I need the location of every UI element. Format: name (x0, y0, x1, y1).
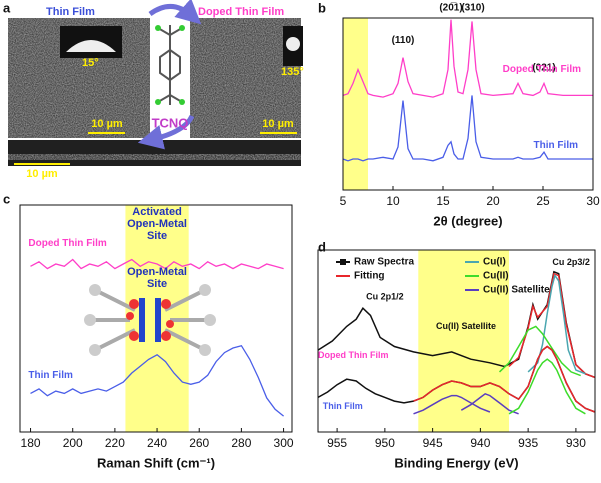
label: Doped Thin Film (198, 6, 284, 18)
panel-a: a Thin Film Doped Thin Film 15° 135° TCN… (3, 0, 304, 180)
annotation: Cu 2p1/2 (366, 292, 404, 302)
x-tick-label: 930 (566, 436, 586, 450)
band-label: Open-Metal (127, 218, 187, 230)
annotation: Doped Thin Film (503, 64, 581, 75)
x-tick-label: 15 (436, 194, 450, 208)
x-tick-label: 30 (586, 194, 600, 208)
scale-label: 10 µm (262, 118, 294, 130)
x-tick-label: 5 (340, 194, 347, 208)
series-line (527, 273, 586, 375)
x-tick-label: 280 (231, 436, 251, 450)
annotation: (021) (532, 63, 555, 74)
angle-label: 135° (281, 66, 304, 78)
series-line (30, 258, 284, 270)
series-line (413, 345, 596, 413)
annotation: Doped Thin Film (28, 238, 106, 249)
highlight-band (343, 18, 368, 190)
plot-frame (342, 17, 594, 191)
arrow (137, 114, 195, 150)
scale-label: 10 µm (26, 168, 58, 180)
highlight-band (418, 250, 510, 432)
plot-frame (317, 249, 596, 433)
droplet (286, 37, 300, 51)
annotation: Cu 2p3/2 (552, 257, 590, 267)
panel-letter: c (3, 191, 10, 206)
legend-label: Cu(II) (483, 271, 509, 282)
x-tick-label: 20 (486, 194, 500, 208)
mof-inset (84, 284, 216, 356)
series-line (508, 358, 586, 415)
scale-label: 10 µm (91, 118, 123, 130)
legend-label: Raw Spectra (354, 257, 414, 268)
legend-label: Cu(I) (483, 257, 506, 268)
x-axis-label: 2θ (degree) (433, 213, 502, 228)
legend-label: Cu(II) Satellite (483, 285, 550, 296)
series-line (342, 95, 593, 162)
x-tick-label: 260 (189, 436, 209, 450)
sem-cross-section (8, 140, 301, 166)
annotation: (110) (392, 35, 415, 46)
x-tick-label: 200 (63, 436, 83, 450)
annotation: Thin Film (323, 401, 363, 411)
panel-letter: b (318, 0, 326, 15)
x-tick-label: 240 (147, 436, 167, 450)
annotation: (20̅1) (439, 1, 462, 13)
panel-letter: a (3, 0, 11, 15)
series-line (498, 325, 581, 377)
series-line (460, 392, 519, 415)
atoms (155, 25, 185, 105)
panel-letter: d (318, 239, 326, 254)
x-tick-label: 950 (375, 436, 395, 450)
series-line (317, 270, 596, 379)
band-label: Site (147, 230, 167, 242)
sem-texture (190, 18, 301, 138)
legend-marker (340, 259, 346, 265)
molecule-label: TCNQ (152, 115, 189, 130)
x-tick-label: 180 (21, 436, 41, 450)
plot-frame (19, 204, 293, 433)
inset-label: Site (147, 278, 167, 290)
tcnq-molecule (157, 25, 183, 105)
x-axis-label: Raman Shift (cm⁻¹) (97, 455, 215, 470)
x-tick-label: 300 (274, 436, 294, 450)
annotation: (310) (461, 2, 484, 13)
series-line (413, 394, 491, 415)
x-tick-label: 25 (536, 194, 550, 208)
x-tick-label: 945 (423, 436, 443, 450)
annotation: Thin Film (28, 370, 73, 381)
x-axis-label: Binding Energy (eV) (394, 455, 518, 470)
annotation: Thin Film (534, 140, 579, 151)
legend-label: Fitting (354, 271, 385, 282)
series-line (30, 344, 285, 417)
arrow (148, 0, 202, 25)
film-layer (8, 154, 301, 160)
inset-label: Open-Metal (127, 266, 187, 278)
droplet (66, 40, 116, 52)
annotation: Doped Thin Film (318, 350, 389, 360)
x-tick-label: 935 (518, 436, 538, 450)
angle-label: 15° (82, 57, 99, 69)
x-tick-label: 10 (386, 194, 400, 208)
label: Thin Film (46, 6, 95, 18)
annotation: Cu(II) Satellite (436, 321, 496, 331)
x-tick-label: 220 (105, 436, 125, 450)
band-label: Activated (132, 206, 182, 218)
x-tick-label: 940 (470, 436, 490, 450)
series-line (342, 19, 593, 98)
x-tick-label: 955 (327, 436, 347, 450)
